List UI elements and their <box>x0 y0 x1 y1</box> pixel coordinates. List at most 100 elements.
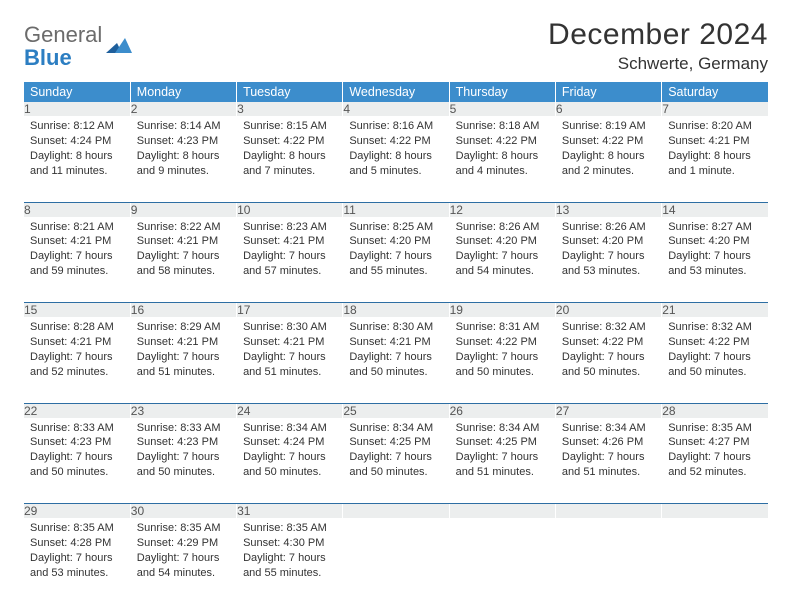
day-cell: Sunrise: 8:14 AMSunset: 4:23 PMDaylight:… <box>130 116 236 202</box>
day-number: 21 <box>662 303 768 318</box>
day-cell: Sunrise: 8:16 AMSunset: 4:22 PMDaylight:… <box>343 116 449 202</box>
logo: General Blue <box>24 18 132 70</box>
day-cell <box>555 518 661 604</box>
day-text: Sunrise: 8:28 AMSunset: 4:21 PMDaylight:… <box>24 317 130 384</box>
day-number: 6 <box>555 102 661 116</box>
day-number: 16 <box>130 303 236 318</box>
day-cell: Sunrise: 8:20 AMSunset: 4:21 PMDaylight:… <box>662 116 768 202</box>
day-cell: Sunrise: 8:33 AMSunset: 4:23 PMDaylight:… <box>24 418 130 504</box>
day-text: Sunrise: 8:15 AMSunset: 4:22 PMDaylight:… <box>237 116 342 183</box>
weekday-header: Tuesday <box>237 82 343 102</box>
day-cell: Sunrise: 8:35 AMSunset: 4:28 PMDaylight:… <box>24 518 130 604</box>
day-cell: Sunrise: 8:18 AMSunset: 4:22 PMDaylight:… <box>449 116 555 202</box>
daynum-row: 891011121314 <box>24 202 768 217</box>
day-number: 17 <box>237 303 343 318</box>
day-text: Sunrise: 8:33 AMSunset: 4:23 PMDaylight:… <box>131 418 236 485</box>
day-number: 11 <box>343 202 449 217</box>
day-number: 10 <box>237 202 343 217</box>
location-label: Schwerte, Germany <box>548 54 768 74</box>
day-number: 14 <box>662 202 768 217</box>
content-row: Sunrise: 8:21 AMSunset: 4:21 PMDaylight:… <box>24 217 768 303</box>
day-number: 24 <box>237 403 343 418</box>
day-text: Sunrise: 8:20 AMSunset: 4:21 PMDaylight:… <box>662 116 768 183</box>
day-number: 13 <box>555 202 661 217</box>
content-row: Sunrise: 8:35 AMSunset: 4:28 PMDaylight:… <box>24 518 768 604</box>
day-number: 19 <box>449 303 555 318</box>
day-text: Sunrise: 8:25 AMSunset: 4:20 PMDaylight:… <box>343 217 448 284</box>
day-text: Sunrise: 8:12 AMSunset: 4:24 PMDaylight:… <box>24 116 130 183</box>
day-number: 18 <box>343 303 449 318</box>
daynum-row: 1234567 <box>24 102 768 116</box>
day-cell: Sunrise: 8:19 AMSunset: 4:22 PMDaylight:… <box>555 116 661 202</box>
day-number: 29 <box>24 504 130 519</box>
day-number: 23 <box>130 403 236 418</box>
day-cell: Sunrise: 8:30 AMSunset: 4:21 PMDaylight:… <box>343 317 449 403</box>
day-cell: Sunrise: 8:23 AMSunset: 4:21 PMDaylight:… <box>237 217 343 303</box>
day-text: Sunrise: 8:14 AMSunset: 4:23 PMDaylight:… <box>131 116 236 183</box>
day-cell <box>343 518 449 604</box>
day-cell: Sunrise: 8:34 AMSunset: 4:26 PMDaylight:… <box>555 418 661 504</box>
day-cell: Sunrise: 8:26 AMSunset: 4:20 PMDaylight:… <box>555 217 661 303</box>
day-cell: Sunrise: 8:30 AMSunset: 4:21 PMDaylight:… <box>237 317 343 403</box>
daynum-row: 15161718192021 <box>24 303 768 318</box>
day-cell: Sunrise: 8:12 AMSunset: 4:24 PMDaylight:… <box>24 116 130 202</box>
day-text: Sunrise: 8:34 AMSunset: 4:26 PMDaylight:… <box>556 418 661 485</box>
day-cell: Sunrise: 8:32 AMSunset: 4:22 PMDaylight:… <box>555 317 661 403</box>
day-number: 20 <box>555 303 661 318</box>
day-cell: Sunrise: 8:21 AMSunset: 4:21 PMDaylight:… <box>24 217 130 303</box>
day-number: 28 <box>662 403 768 418</box>
day-number <box>662 504 768 519</box>
day-text: Sunrise: 8:35 AMSunset: 4:29 PMDaylight:… <box>131 518 236 585</box>
day-cell: Sunrise: 8:35 AMSunset: 4:27 PMDaylight:… <box>662 418 768 504</box>
day-text: Sunrise: 8:22 AMSunset: 4:21 PMDaylight:… <box>131 217 236 284</box>
day-number: 26 <box>449 403 555 418</box>
content-row: Sunrise: 8:28 AMSunset: 4:21 PMDaylight:… <box>24 317 768 403</box>
day-cell: Sunrise: 8:27 AMSunset: 4:20 PMDaylight:… <box>662 217 768 303</box>
day-number: 5 <box>449 102 555 116</box>
day-cell: Sunrise: 8:34 AMSunset: 4:25 PMDaylight:… <box>449 418 555 504</box>
day-number: 1 <box>24 102 130 116</box>
logo-word-blue: Blue <box>24 45 72 70</box>
day-cell: Sunrise: 8:25 AMSunset: 4:20 PMDaylight:… <box>343 217 449 303</box>
logo-mark-icon <box>106 35 132 62</box>
weekday-header: Monday <box>130 82 236 102</box>
day-text: Sunrise: 8:34 AMSunset: 4:24 PMDaylight:… <box>237 418 342 485</box>
day-text: Sunrise: 8:34 AMSunset: 4:25 PMDaylight:… <box>450 418 555 485</box>
day-text: Sunrise: 8:23 AMSunset: 4:21 PMDaylight:… <box>237 217 342 284</box>
day-cell: Sunrise: 8:33 AMSunset: 4:23 PMDaylight:… <box>130 418 236 504</box>
day-text: Sunrise: 8:31 AMSunset: 4:22 PMDaylight:… <box>450 317 555 384</box>
calendar-table: SundayMondayTuesdayWednesdayThursdayFrid… <box>24 82 768 604</box>
day-number: 31 <box>237 504 343 519</box>
day-text: Sunrise: 8:26 AMSunset: 4:20 PMDaylight:… <box>450 217 555 284</box>
day-cell: Sunrise: 8:35 AMSunset: 4:30 PMDaylight:… <box>237 518 343 604</box>
day-text: Sunrise: 8:27 AMSunset: 4:20 PMDaylight:… <box>662 217 768 284</box>
daynum-row: 293031 <box>24 504 768 519</box>
day-text: Sunrise: 8:32 AMSunset: 4:22 PMDaylight:… <box>556 317 661 384</box>
weekday-header: Thursday <box>449 82 555 102</box>
day-number: 8 <box>24 202 130 217</box>
day-text: Sunrise: 8:18 AMSunset: 4:22 PMDaylight:… <box>450 116 555 183</box>
day-text: Sunrise: 8:30 AMSunset: 4:21 PMDaylight:… <box>343 317 448 384</box>
day-text: Sunrise: 8:35 AMSunset: 4:30 PMDaylight:… <box>237 518 342 585</box>
weekday-header: Friday <box>555 82 661 102</box>
weekday-header: Sunday <box>24 82 130 102</box>
day-number: 27 <box>555 403 661 418</box>
day-text: Sunrise: 8:16 AMSunset: 4:22 PMDaylight:… <box>343 116 448 183</box>
content-row: Sunrise: 8:33 AMSunset: 4:23 PMDaylight:… <box>24 418 768 504</box>
day-number: 7 <box>662 102 768 116</box>
day-text: Sunrise: 8:21 AMSunset: 4:21 PMDaylight:… <box>24 217 130 284</box>
day-number <box>449 504 555 519</box>
weekday-header-row: SundayMondayTuesdayWednesdayThursdayFrid… <box>24 82 768 102</box>
day-text: Sunrise: 8:19 AMSunset: 4:22 PMDaylight:… <box>556 116 661 183</box>
day-cell: Sunrise: 8:26 AMSunset: 4:20 PMDaylight:… <box>449 217 555 303</box>
page-title: December 2024 <box>548 18 768 52</box>
day-cell: Sunrise: 8:28 AMSunset: 4:21 PMDaylight:… <box>24 317 130 403</box>
day-text: Sunrise: 8:33 AMSunset: 4:23 PMDaylight:… <box>24 418 130 485</box>
day-cell: Sunrise: 8:15 AMSunset: 4:22 PMDaylight:… <box>237 116 343 202</box>
day-cell: Sunrise: 8:34 AMSunset: 4:24 PMDaylight:… <box>237 418 343 504</box>
day-number: 22 <box>24 403 130 418</box>
day-number: 2 <box>130 102 236 116</box>
day-number: 12 <box>449 202 555 217</box>
day-text: Sunrise: 8:35 AMSunset: 4:28 PMDaylight:… <box>24 518 130 585</box>
day-cell: Sunrise: 8:35 AMSunset: 4:29 PMDaylight:… <box>130 518 236 604</box>
